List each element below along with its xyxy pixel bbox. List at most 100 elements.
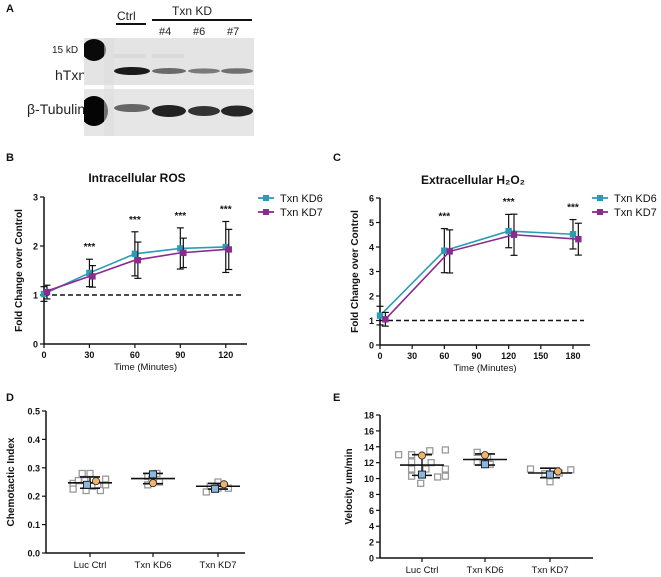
chart-e-mean-square-marker bbox=[481, 460, 489, 469]
chart-b-title: Intracellular ROS bbox=[88, 171, 185, 185]
panel-a-letter: A bbox=[6, 3, 14, 15]
chart-c-data-point bbox=[441, 247, 448, 254]
chart-d-replicate-point bbox=[96, 486, 105, 495]
chart-c-y-tick-label: 2 bbox=[369, 292, 374, 302]
chart-e-y-tick-label: 12 bbox=[364, 458, 374, 468]
chart-b-significance: *** bbox=[129, 215, 141, 226]
marker-band-bottom bbox=[84, 96, 108, 126]
chart-d-y-tick-label: 0.4 bbox=[27, 435, 40, 445]
chart-d-x-tick-label: Txn KD6 bbox=[135, 560, 172, 571]
chart-b-y-tick-label: 2 bbox=[33, 242, 38, 252]
chart-b-data-point bbox=[177, 245, 184, 252]
chart-c-data-point bbox=[382, 316, 389, 323]
chart-c-x-tick-label: 60 bbox=[439, 351, 449, 361]
row-label-htxn: hTxn bbox=[55, 67, 87, 83]
chart-b-x-tick-label: 90 bbox=[175, 350, 185, 360]
chart-c-x-tick-label: 0 bbox=[377, 351, 382, 361]
chart-b-data-point bbox=[89, 273, 96, 280]
chart-d-replicate-point bbox=[101, 481, 110, 489]
chart-e-y-tick-label: 10 bbox=[364, 474, 374, 484]
chart-d-mean-circle-marker bbox=[92, 477, 101, 486]
chart-c-significance: *** bbox=[567, 203, 579, 214]
chart-e-replicate-point bbox=[441, 465, 450, 473]
chart-c-y-tick-label: 6 bbox=[369, 194, 374, 204]
ctrl-lane-label: Ctrl bbox=[117, 9, 136, 23]
chart-c-x-tick-label: 120 bbox=[501, 351, 516, 361]
chart-d-mean-circle-marker bbox=[219, 480, 228, 489]
chart-e-y-tick-label: 8 bbox=[369, 490, 374, 500]
chart-e-y-tick-label: 14 bbox=[364, 442, 374, 452]
band-htxn-7 bbox=[221, 68, 253, 74]
chart-d-mean-square-marker bbox=[149, 470, 157, 479]
chart-d-mean-square-marker bbox=[211, 484, 219, 493]
chart-e-mean-circle-marker bbox=[554, 467, 563, 476]
band-tubulin-7 bbox=[221, 105, 253, 117]
chart-d-replicate-point bbox=[86, 469, 94, 478]
chart-b-data-point bbox=[180, 249, 187, 257]
band-tubulin-4 bbox=[152, 105, 186, 117]
chart-e-mean-square-marker bbox=[418, 470, 426, 479]
chart-e-mean-square-marker bbox=[546, 470, 554, 479]
chart-b-y-tick-label: 1 bbox=[33, 291, 38, 301]
chart-c-y-tick-label: 5 bbox=[369, 218, 374, 228]
band-htxn-4 bbox=[152, 68, 186, 74]
chart-d-y-tick-label: 0.2 bbox=[27, 492, 40, 502]
band-htxn-ctrl bbox=[114, 67, 150, 75]
chart-e-y-tick-label: 6 bbox=[369, 506, 374, 516]
chart-b-y-label: Fold Change over Control bbox=[14, 209, 25, 332]
chart-b-legend-marker bbox=[263, 195, 269, 201]
row-label-tubulin: β-Tubulin bbox=[27, 101, 86, 117]
band-tubulin-6 bbox=[188, 106, 220, 116]
chart-d-replicate-point bbox=[202, 488, 210, 496]
chart-e-replicate-point bbox=[407, 465, 416, 473]
chart-c-legend-label: Txn KD6 bbox=[614, 193, 657, 205]
chart-d-replicate-point bbox=[69, 485, 77, 493]
chart-e-replicate-point bbox=[441, 446, 450, 454]
chart-b-y-tick-label: 0 bbox=[33, 340, 38, 350]
chart-e-replicate-point bbox=[441, 472, 450, 480]
chart-c-y-tick-label: 0 bbox=[369, 341, 374, 351]
chart-b-legend-marker bbox=[263, 209, 269, 215]
chart-c-x-tick-label: 150 bbox=[533, 351, 548, 361]
chart-b-x-tick-label: 0 bbox=[41, 350, 46, 360]
chart-e-replicate-point bbox=[394, 451, 403, 459]
chart-c-legend-marker bbox=[597, 209, 603, 215]
band-htxn-6 bbox=[188, 68, 220, 74]
chart-c-y-label: Fold Change over Control bbox=[350, 210, 361, 333]
chart-e-replicate-point bbox=[473, 448, 481, 456]
lane-label-4: #4 bbox=[159, 26, 172, 38]
chart-b-legend-label: Txn KD7 bbox=[280, 207, 323, 219]
chart-d-mean-square-marker bbox=[83, 480, 91, 489]
chart-c-data-point bbox=[505, 227, 512, 235]
lane-label-6: #6 bbox=[193, 26, 206, 38]
chart-b-significance: *** bbox=[220, 205, 232, 216]
chart-e-replicate-point bbox=[426, 447, 434, 455]
chart-c-series-line-1 bbox=[384, 233, 579, 320]
chart-c-y-tick-label: 1 bbox=[369, 316, 374, 326]
chart-c-x-tick-label: 180 bbox=[565, 351, 580, 361]
chart-e-y-tick-label: 16 bbox=[364, 426, 374, 436]
lane-label-7: #7 bbox=[227, 26, 240, 38]
band-tubulin-ctrl bbox=[114, 104, 150, 112]
panel-d-letter: D bbox=[6, 392, 14, 404]
chart-e-replicate-point bbox=[526, 465, 535, 473]
chart-e-y-tick-label: 0 bbox=[369, 554, 374, 564]
ctrl-underline bbox=[116, 23, 146, 25]
chart-c-data-point bbox=[446, 248, 453, 255]
chart-b-x-tick-label: 30 bbox=[84, 350, 94, 360]
chart-b-x-label: Time (Minutes) bbox=[114, 362, 177, 373]
chart-e-replicate-point bbox=[546, 478, 554, 486]
chart-c-y-tick-label: 3 bbox=[369, 267, 374, 277]
chart-e-replicate-point bbox=[407, 458, 416, 466]
chart-b-significance: *** bbox=[174, 211, 186, 222]
txn-kd-underline bbox=[152, 19, 252, 21]
chart-d-mean-circle-marker bbox=[148, 479, 157, 488]
chart-d-replicate-point bbox=[78, 469, 86, 478]
chart-c-data-point bbox=[510, 231, 518, 238]
chart-c-data-point bbox=[575, 235, 582, 243]
chart-d-y-tick-label: 0.1 bbox=[27, 520, 40, 530]
chart-c-legend-label: Txn KD7 bbox=[614, 207, 657, 219]
chart-b-x-tick-label: 60 bbox=[130, 350, 140, 360]
chart-b-significance: *** bbox=[84, 242, 96, 253]
